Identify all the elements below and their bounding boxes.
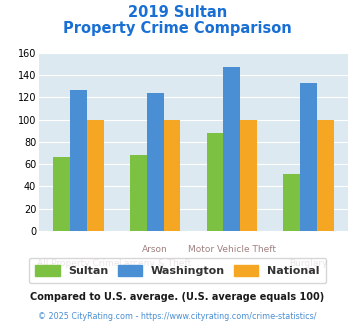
Bar [164, 119, 180, 231]
Text: Motor Vehicle Theft: Motor Vehicle Theft [188, 245, 276, 254]
Bar [283, 174, 300, 231]
Bar [207, 133, 223, 231]
Text: Compared to U.S. average. (U.S. average equals 100): Compared to U.S. average. (U.S. average … [31, 292, 324, 302]
Text: Burglary: Burglary [289, 259, 328, 268]
Text: © 2025 CityRating.com - https://www.cityrating.com/crime-statistics/: © 2025 CityRating.com - https://www.city… [38, 312, 317, 321]
Text: Property Crime Comparison: Property Crime Comparison [63, 21, 292, 36]
Bar [317, 119, 334, 231]
Text: Larceny & Theft: Larceny & Theft [119, 259, 191, 268]
Bar [53, 157, 70, 231]
Text: Arson: Arson [142, 245, 168, 254]
Bar [240, 119, 257, 231]
Text: All Property Crime: All Property Crime [37, 259, 120, 268]
Bar [87, 119, 104, 231]
Bar [147, 93, 164, 231]
Bar [223, 67, 240, 231]
Text: 2019 Sultan: 2019 Sultan [128, 5, 227, 20]
Bar [300, 83, 317, 231]
Bar [70, 89, 87, 231]
Bar [130, 155, 147, 231]
Legend: Sultan, Washington, National: Sultan, Washington, National [28, 258, 327, 283]
